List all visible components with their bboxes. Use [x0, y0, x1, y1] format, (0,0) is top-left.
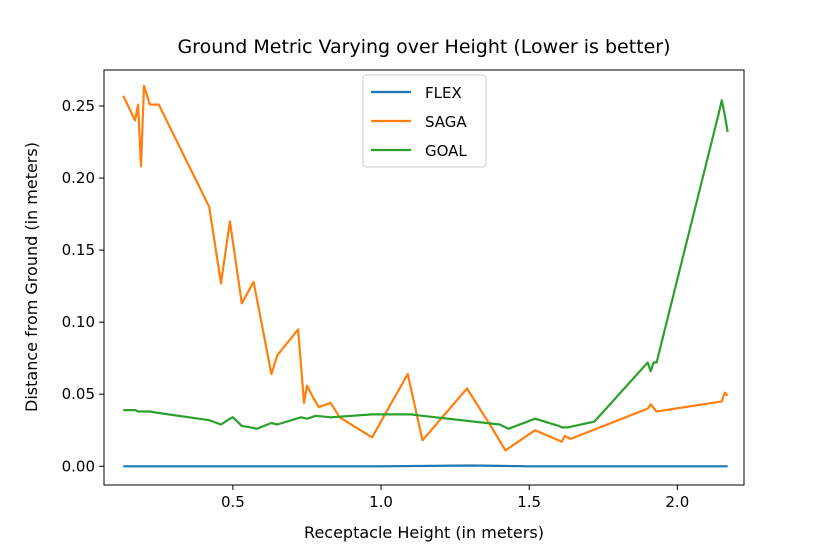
y-tick-label: 0.05: [62, 385, 95, 403]
legend-label-goal: GOAL: [425, 142, 467, 160]
legend-frame: [362, 74, 487, 168]
legend: FLEX SAGA GOAL: [362, 74, 487, 168]
legend-label-saga: SAGA: [425, 113, 467, 131]
y-axis-label: Distance from Ground (in meters): [22, 142, 41, 412]
series-line-goal: [123, 99, 729, 430]
y-tick-label: 0.15: [62, 241, 95, 259]
y-tick-label: 0.00: [62, 457, 95, 475]
x-axis-label: Receptacle Height (in meters): [304, 523, 544, 542]
y-axis: 0.00 0.05 0.10 0.15 0.20 0.25: [62, 97, 104, 475]
x-axis: 0.5 1.0 1.5 2.0: [221, 485, 689, 511]
x-tick-label: 2.0: [665, 493, 689, 511]
y-tick-label: 0.25: [62, 97, 95, 115]
plot-frame: [103, 69, 745, 486]
x-tick-label: 0.5: [221, 493, 245, 511]
series-line-saga: [122, 84, 729, 452]
x-tick-label: 1.5: [517, 493, 541, 511]
legend-label-flex: FLEX: [425, 84, 462, 102]
y-tick-label: 0.10: [62, 313, 95, 331]
y-tick-label: 0.20: [62, 169, 95, 187]
series-line-flex: [123, 464, 728, 468]
chart-title: Ground Metric Varying over Height (Lower…: [177, 36, 670, 58]
series-layer: [122, 84, 729, 468]
x-tick-label: 1.0: [369, 493, 393, 511]
